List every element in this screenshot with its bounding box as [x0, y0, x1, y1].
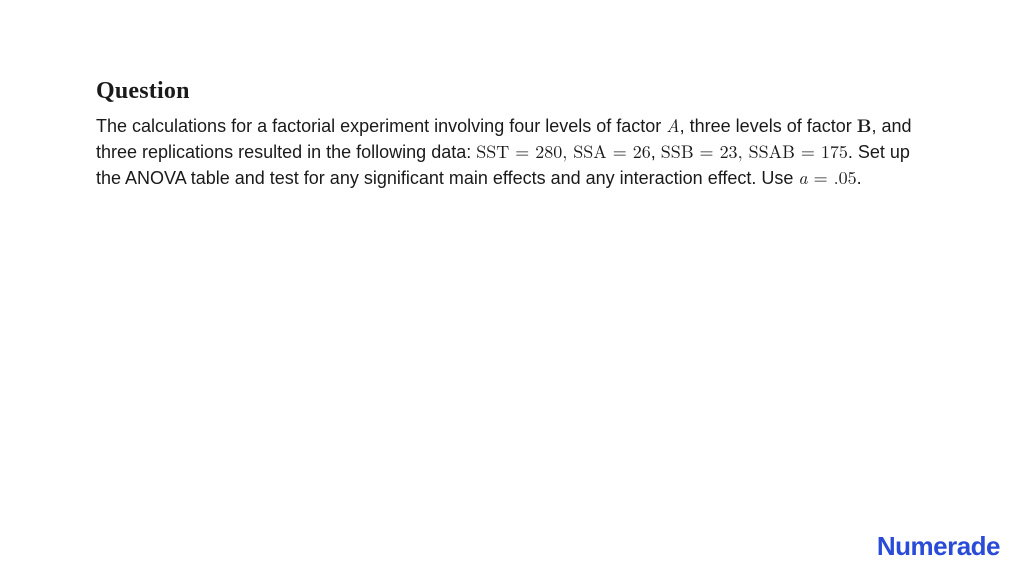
math-alpha: a [798, 165, 807, 190]
question-block: Question The calculations for a factoria… [96, 78, 928, 191]
text-segment: , [651, 142, 661, 162]
math-val: 23 [720, 139, 738, 164]
brand-text: Numerade [877, 531, 1000, 561]
page: Question The calculations for a factoria… [0, 0, 1024, 576]
math-comma: , [562, 139, 573, 164]
math-val: 175 [821, 139, 848, 164]
math-comma: , [738, 139, 749, 164]
math-eq: = [607, 139, 633, 164]
math-eq: = [795, 139, 821, 164]
text-segment: , three levels of factor [680, 116, 857, 136]
math-eq: = [509, 139, 535, 164]
math-eq: = [808, 165, 834, 190]
text-segment: The calculations for a factorial experim… [96, 116, 666, 136]
math-val: 26 [633, 139, 651, 164]
text-period: . [857, 168, 862, 188]
math-var-a: A [666, 113, 679, 138]
question-heading: Question [96, 78, 928, 105]
math-var-b: B [857, 113, 872, 138]
math-val: 280 [535, 139, 562, 164]
math-ssa: SSA [573, 139, 607, 164]
question-body: The calculations for a factorial experim… [96, 113, 928, 191]
math-ssb: SSB [661, 139, 694, 164]
math-ssab: SSAB [749, 139, 795, 164]
math-eq: = [694, 139, 720, 164]
brand-logo: Numerade [877, 531, 1000, 562]
math-val: .05 [834, 165, 857, 190]
math-sst: SST [476, 139, 509, 164]
